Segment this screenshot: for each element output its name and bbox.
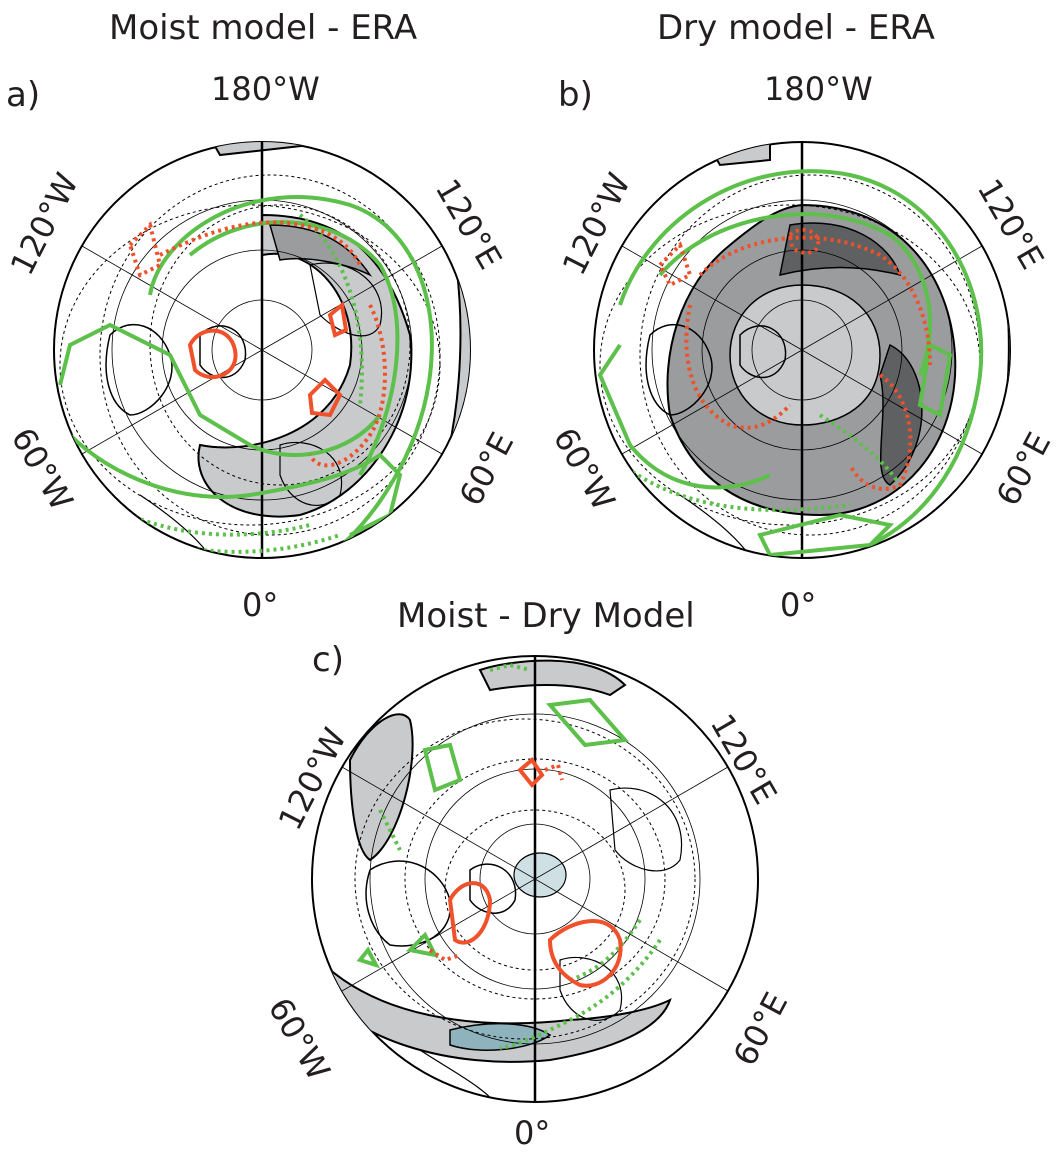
lon-label-0: 0° <box>780 586 817 624</box>
contour-red-dotted <box>787 227 821 255</box>
panel-b-label: b) <box>558 75 593 115</box>
contour-red-dotted <box>159 220 362 266</box>
lon-label-180w: 180°W <box>211 70 320 108</box>
shading-light <box>348 713 414 862</box>
contour-green-solid <box>68 433 403 537</box>
shading-light <box>478 659 627 697</box>
shading-light <box>698 142 771 167</box>
coastline <box>559 956 623 1021</box>
panel-b-title: Dry model - ERA <box>657 8 935 48</box>
panel-c-label: c) <box>312 640 344 680</box>
coastline <box>679 494 761 558</box>
lon-label-0: 0° <box>242 586 279 624</box>
contour-green-solid <box>597 343 771 490</box>
contour-green-solid <box>546 697 629 748</box>
lon-label-0: 0° <box>514 1114 551 1152</box>
contour-red-dotted <box>684 304 792 430</box>
contour-green-dotted <box>608 453 851 512</box>
contour-red-solid <box>307 377 343 418</box>
contour-red-solid <box>327 301 349 338</box>
coastline <box>609 787 683 872</box>
contour-green-solid <box>148 195 434 557</box>
polar-map-b <box>593 141 1011 559</box>
contour-green-solid <box>58 322 382 457</box>
contour-red-dotted <box>308 304 387 468</box>
contour-green-solid <box>422 742 463 793</box>
contour-green-dotted <box>569 918 642 982</box>
contour-green-solid <box>757 512 895 558</box>
contour-green-solid <box>658 212 932 376</box>
coastline <box>419 1049 501 1102</box>
contour-red-dotted <box>428 948 461 963</box>
contour-green-solid <box>405 931 439 958</box>
panel-a-title: Moist model - ERA <box>109 8 418 48</box>
contour-green-dotted <box>298 213 364 406</box>
contour-red-solid <box>547 919 623 988</box>
panel-a-label: a) <box>6 75 41 115</box>
polar-map-c <box>311 655 759 1103</box>
panel-c-title: Moist - Dry Model <box>397 596 695 636</box>
coastline <box>279 441 343 506</box>
coastline <box>739 325 787 379</box>
contour-red-solid <box>187 328 238 380</box>
contour-red-dotted <box>698 235 932 366</box>
shading-light <box>197 213 413 518</box>
contour-green-solid <box>356 946 381 969</box>
contour-green-dotted <box>499 938 662 1050</box>
polar-map-a <box>53 141 471 559</box>
contour-green-solid <box>917 342 953 418</box>
coastline <box>365 860 452 947</box>
shading-blue <box>513 852 567 898</box>
contour-red-solid <box>517 757 545 788</box>
coastline <box>105 324 173 416</box>
coastline <box>469 863 517 914</box>
contour-green-dotted <box>378 809 402 851</box>
coastline <box>199 325 247 379</box>
coastline <box>309 262 383 337</box>
contour-red-dotted <box>848 373 913 491</box>
coastline <box>139 494 221 558</box>
contour-green-solid <box>618 169 984 547</box>
coastline <box>645 324 713 416</box>
lon-label-180w: 180°W <box>764 70 873 108</box>
contour-red-solid <box>447 881 493 945</box>
